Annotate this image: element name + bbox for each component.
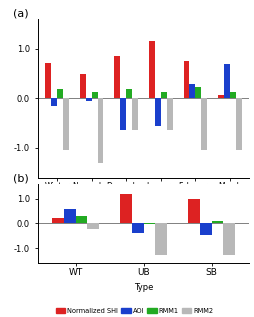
Bar [144,223,155,224]
X-axis label: Type: Type [134,282,153,292]
Bar [57,89,63,98]
Bar [167,98,172,131]
Bar [212,221,223,223]
Bar [45,63,51,98]
Bar [87,223,99,229]
Bar [86,98,92,101]
Bar [75,216,87,223]
Bar [120,98,126,131]
Bar [200,223,212,235]
Legend: Normalized SHI, AOI, RMM1, RMM2: Normalized SHI, AOI, RMM1, RMM2 [56,307,214,314]
Bar [223,223,235,255]
Bar [80,74,86,98]
Bar [201,98,207,150]
Text: (a): (a) [13,8,28,18]
Bar [236,98,242,150]
Bar [230,92,236,98]
Bar [52,218,64,223]
Text: (b): (b) [13,173,28,183]
Bar [132,223,144,233]
Bar [64,209,75,223]
Bar [189,84,195,98]
Bar [115,56,120,98]
Bar [155,223,167,255]
Bar [161,92,167,98]
Bar [218,95,224,98]
Bar [224,64,230,98]
Bar [98,98,103,163]
Bar [120,194,132,223]
Bar [92,92,98,98]
X-axis label: Time (Season or Month): Time (Season or Month) [93,197,194,206]
Bar [126,89,132,98]
Bar [188,199,200,223]
Bar [132,98,138,131]
Bar [155,98,161,126]
Bar [149,41,155,98]
Bar [195,87,201,98]
Bar [63,98,69,150]
Bar [51,98,57,106]
Bar [184,61,189,98]
